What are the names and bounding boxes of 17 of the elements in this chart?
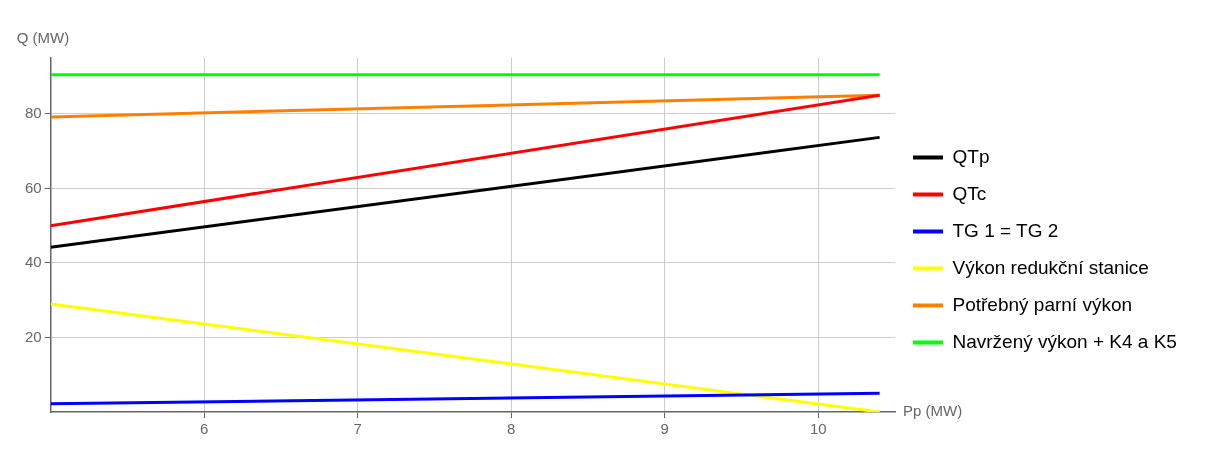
y-tick-label: 40 [25, 253, 42, 271]
legend-label: Navržený výkon + K4 a K5 [952, 330, 1177, 352]
x-tick-label: 7 [353, 420, 362, 438]
y-tick-label: 80 [25, 104, 42, 122]
legend-label: TG 1 = TG 2 [952, 219, 1059, 241]
x-tick-label: 9 [660, 420, 669, 438]
x-tick-label: 8 [507, 420, 516, 438]
y-axis-title: Q (MW) [16, 28, 70, 46]
legend-label: QTp [952, 145, 990, 167]
x-tick-label: 6 [200, 420, 209, 438]
y-tick-label: 20 [25, 327, 42, 345]
x-tick-label: 10 [809, 420, 827, 438]
x-axis-title: Pp (MW) [903, 402, 963, 420]
y-tick-label: 60 [25, 178, 42, 196]
legend-label: Potřebný parní výkon [952, 293, 1133, 315]
legend-label: QTc [952, 182, 987, 204]
legend-label: Výkon redukční stanice [952, 256, 1149, 278]
